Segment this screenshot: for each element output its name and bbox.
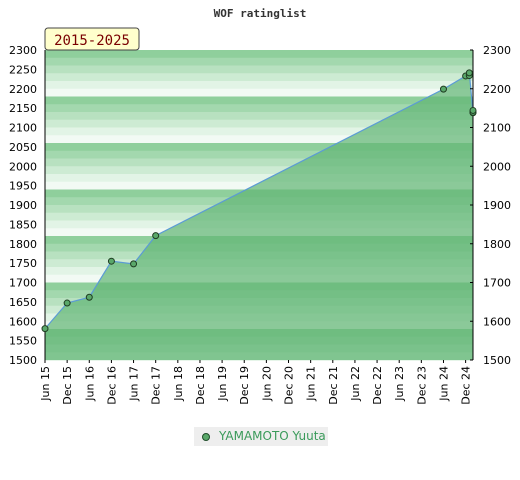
y-tick-label: 2050 xyxy=(9,141,37,154)
x-tick-label: Dec 21 xyxy=(327,366,340,405)
right-y-tick-label: 1600 xyxy=(483,315,511,328)
x-tick-label: Jun 18 xyxy=(172,366,185,402)
legend: YAMAMOTO Yuuta xyxy=(194,427,328,446)
series-area xyxy=(45,72,473,360)
x-tick-label: Jun 20 xyxy=(260,366,273,402)
x-tick-label: Jun 19 xyxy=(216,366,229,402)
y-tick-label: 2200 xyxy=(9,83,37,96)
x-tick-label: Dec 15 xyxy=(61,366,74,405)
x-tick-label: Jun 21 xyxy=(305,366,318,402)
y-tick-label: 2300 xyxy=(9,44,37,57)
data-point[interactable] xyxy=(107,257,115,265)
y-tick-label: 1500 xyxy=(9,354,37,367)
y-tick-label: 2250 xyxy=(9,63,37,76)
y-tick-label: 1700 xyxy=(9,277,37,290)
y-tick-label: 2100 xyxy=(9,122,37,135)
period-badge: 2015-2025 xyxy=(44,27,140,51)
data-point[interactable] xyxy=(152,232,160,240)
x-tick-label: Jun 16 xyxy=(83,366,96,402)
x-tick-label: Dec 16 xyxy=(105,366,118,405)
right-y-tick-label: 2200 xyxy=(483,83,511,96)
y-tick-label: 1800 xyxy=(9,238,37,251)
y-tick-label: 1750 xyxy=(9,257,37,270)
data-point[interactable] xyxy=(469,106,477,114)
right-y-tick-label: 2100 xyxy=(483,122,511,135)
period-badge-label: 2015-2025 xyxy=(54,33,130,49)
x-tick-label: Jun 23 xyxy=(393,366,406,402)
x-tick-label: Dec 24 xyxy=(460,366,473,405)
right-y-tick-label: 2300 xyxy=(483,44,511,57)
right-y-tick-label: 1900 xyxy=(483,199,511,212)
x-tick-label: Jun 17 xyxy=(128,366,141,402)
data-point[interactable] xyxy=(63,299,71,307)
data-point[interactable] xyxy=(439,85,447,93)
y-tick-label: 1550 xyxy=(9,335,37,348)
x-tick-label: Dec 20 xyxy=(283,366,296,405)
y-tick-label: 1650 xyxy=(9,296,37,309)
data-point[interactable] xyxy=(41,325,49,333)
y-tick-label: 1600 xyxy=(9,315,37,328)
chart-title: WOF ratinglist xyxy=(214,7,307,20)
x-tick-label: Jun 22 xyxy=(349,366,362,402)
y-tick-label: 1850 xyxy=(9,218,37,231)
data-point[interactable] xyxy=(465,69,473,77)
right-y-tick-label: 1700 xyxy=(483,277,511,290)
y-tick-label: 1950 xyxy=(9,180,37,193)
y-tick-label: 1900 xyxy=(9,199,37,212)
x-tick-label: Dec 23 xyxy=(415,366,428,405)
x-tick-label: Dec 22 xyxy=(371,366,384,405)
x-tick-label: Jun 24 xyxy=(437,366,450,402)
x-tick-label: Dec 19 xyxy=(238,366,251,405)
right-y-tick-label: 2000 xyxy=(483,160,511,173)
y-tick-label: 2150 xyxy=(9,102,37,115)
x-tick-label: Dec 17 xyxy=(150,366,163,405)
y-tick-label: 2000 xyxy=(9,160,37,173)
legend-label: YAMAMOTO Yuuta xyxy=(219,429,326,443)
right-y-tick-label: 1500 xyxy=(483,354,511,367)
legend-marker xyxy=(202,433,210,441)
right-y-tick-label: 1800 xyxy=(483,238,511,251)
data-point[interactable] xyxy=(130,260,138,268)
x-tick-label: Dec 18 xyxy=(194,366,207,405)
x-tick-label: Jun 15 xyxy=(39,366,52,402)
data-point[interactable] xyxy=(85,293,93,301)
